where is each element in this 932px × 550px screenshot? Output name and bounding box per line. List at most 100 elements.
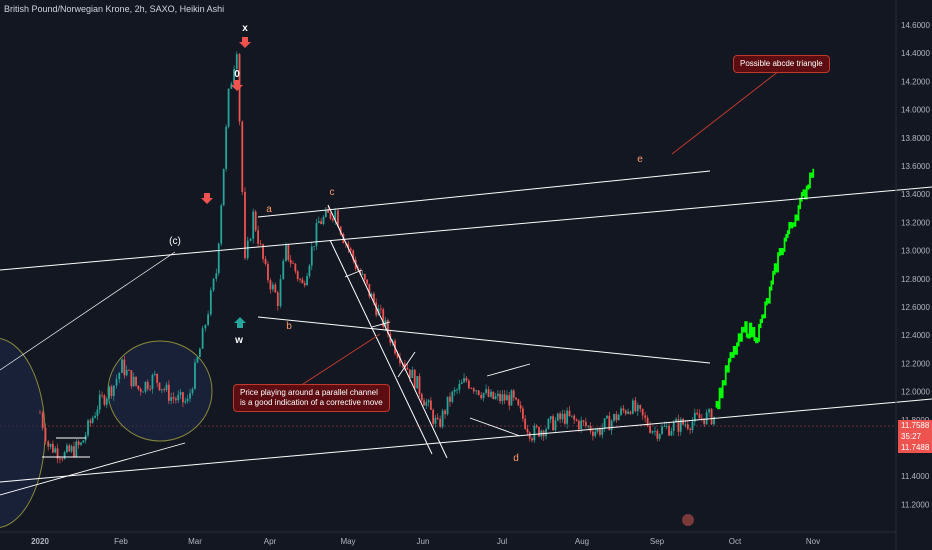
projection-candle	[807, 184, 810, 190]
wave-label-0: 0	[234, 69, 240, 80]
candle-body	[262, 244, 264, 260]
candle-body	[158, 382, 161, 391]
candle-body	[649, 426, 651, 433]
arrow-up-w-icon	[234, 317, 246, 328]
candle-body	[675, 419, 677, 423]
candle-body	[77, 441, 80, 445]
candle-body	[110, 386, 113, 396]
candle-body	[427, 400, 430, 403]
candle-body	[59, 458, 61, 460]
candle-body	[661, 426, 663, 435]
channel-upper-long	[0, 186, 932, 271]
candle-body	[608, 415, 611, 431]
candle-body	[368, 283, 371, 297]
candle-body	[130, 370, 133, 387]
candle-body	[677, 419, 680, 432]
projection-candle	[800, 192, 803, 202]
projection-candle	[731, 352, 733, 358]
candle-body	[563, 413, 566, 424]
candle-body	[639, 405, 642, 409]
projection-candle	[720, 387, 723, 399]
candle-body	[375, 302, 378, 316]
candle-body	[320, 221, 323, 225]
candle-body	[631, 400, 634, 414]
candle-body	[528, 432, 531, 439]
candle-body	[496, 393, 499, 397]
candle-body	[56, 448, 59, 459]
projection-candle	[737, 333, 740, 347]
candle-body	[429, 400, 432, 410]
candle-body	[337, 210, 339, 227]
candle-body	[230, 83, 233, 89]
candle-body	[352, 250, 355, 260]
candle-body	[627, 411, 629, 414]
candle-body	[449, 396, 451, 402]
prev-price-tag: 11.7488	[898, 442, 932, 453]
candle-body	[535, 425, 538, 428]
candle-body	[54, 448, 57, 453]
candle-body	[303, 283, 306, 286]
candle-body	[594, 431, 597, 436]
candle-body	[123, 359, 126, 376]
candle-body	[492, 391, 495, 399]
candle-body	[644, 415, 647, 418]
candle-body	[196, 357, 199, 363]
projection-candle	[786, 230, 789, 238]
time-tick-label: May	[340, 537, 355, 546]
candle-body	[601, 427, 604, 435]
candle-body	[276, 292, 279, 307]
candle-body	[207, 314, 209, 325]
candle-body	[617, 414, 620, 421]
candle-body	[294, 263, 297, 272]
candle-body	[408, 369, 411, 379]
candle-body	[672, 422, 675, 431]
candle-body	[599, 429, 601, 435]
candle-body	[710, 409, 713, 425]
trendlines-layer	[0, 63, 932, 496]
candle-body	[654, 430, 656, 432]
time-tick-label: Mar	[188, 537, 202, 546]
candle-body	[327, 209, 330, 213]
candle-body	[700, 418, 703, 420]
candle-body	[121, 359, 123, 373]
candle-body	[317, 221, 320, 224]
callout-channel-line2: is a good indication of a corrective mov…	[240, 398, 383, 407]
callout-channel: Price playing around a parallel channel …	[233, 384, 390, 412]
candle-body	[580, 420, 583, 430]
price-tick-label: 11.2000	[901, 500, 930, 509]
candle-body	[596, 429, 599, 432]
channel-lower-long	[0, 398, 932, 483]
candle-body	[299, 279, 301, 280]
candle-body	[477, 390, 480, 395]
callout-channel-line1: Price playing around a parallel channel	[240, 388, 378, 397]
candle-body	[575, 419, 578, 421]
countdown-tag: 35:27	[898, 431, 932, 442]
candle-body	[101, 394, 103, 396]
candle-body	[413, 369, 416, 389]
candle-body	[292, 263, 294, 265]
projection-candle	[783, 237, 786, 252]
projection-candle	[721, 380, 724, 399]
candle-body	[526, 428, 529, 433]
candle-body	[521, 408, 524, 419]
candle-body	[465, 378, 468, 381]
candle-body	[490, 391, 492, 397]
projection-candle	[791, 222, 794, 229]
candle-body	[470, 388, 473, 389]
candle-body	[670, 430, 673, 436]
candle-body	[191, 389, 194, 394]
candle-body	[80, 442, 82, 445]
candle-body	[485, 389, 487, 393]
candle-body	[257, 230, 260, 244]
candle-body	[142, 391, 144, 393]
candle-body	[267, 263, 269, 281]
candle-body	[215, 273, 218, 279]
candle-body	[135, 376, 137, 386]
projection-candle	[741, 326, 743, 342]
candle-body	[39, 412, 41, 414]
candle-body	[179, 392, 182, 395]
candle-body	[658, 434, 661, 439]
projection-candle	[726, 365, 729, 373]
projection-candle	[718, 387, 721, 410]
